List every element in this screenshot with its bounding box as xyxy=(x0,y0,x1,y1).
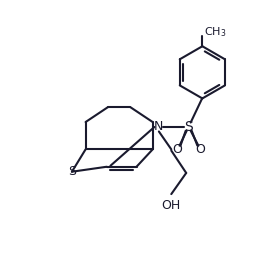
Text: S: S xyxy=(184,120,193,134)
Text: O: O xyxy=(173,143,182,156)
Text: S: S xyxy=(68,165,76,178)
Text: N: N xyxy=(154,120,163,134)
Text: O: O xyxy=(195,143,205,156)
Text: OH: OH xyxy=(162,199,181,212)
Text: CH$_3$: CH$_3$ xyxy=(203,26,226,39)
